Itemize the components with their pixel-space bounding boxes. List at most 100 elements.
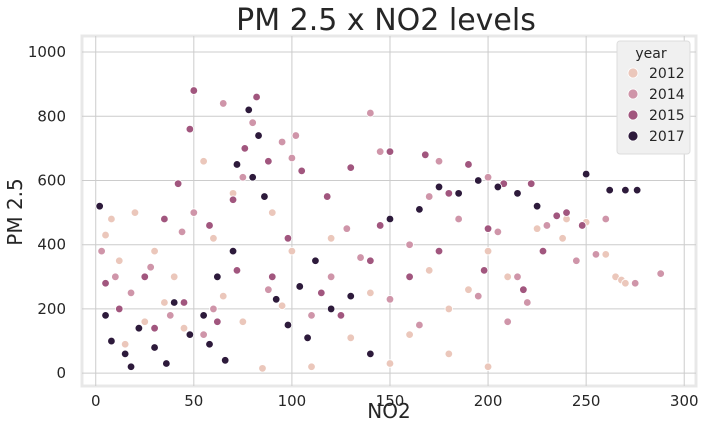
legend-marker (627, 109, 639, 121)
data-point (425, 266, 434, 275)
data-point (519, 285, 528, 294)
data-point (291, 131, 301, 140)
data-point (513, 189, 522, 198)
data-point (185, 330, 195, 339)
data-point (287, 246, 297, 256)
data-point (160, 298, 169, 307)
data-point (342, 224, 352, 233)
legend-marker (627, 67, 639, 79)
plot-area (80, 34, 698, 388)
data-point (179, 324, 189, 333)
data-point (366, 349, 375, 359)
data-point (185, 124, 195, 134)
data-point (115, 256, 124, 265)
data-point (219, 99, 228, 108)
legend-item-2017: 2017 (627, 129, 685, 145)
data-point (101, 311, 110, 320)
data-point (97, 246, 106, 256)
data-point (493, 182, 503, 192)
y-tick-label: 1000 (28, 43, 66, 61)
data-point (513, 272, 522, 282)
data-point (268, 272, 277, 282)
data-point (221, 356, 230, 365)
data-point (572, 256, 581, 265)
data-point (483, 173, 493, 182)
data-point (632, 185, 642, 195)
data-point (366, 256, 375, 265)
grid-lines (82, 36, 696, 386)
series-2014 (97, 99, 665, 339)
data-point (558, 234, 567, 243)
data-point (166, 311, 175, 320)
data-point (474, 176, 483, 185)
data-point (295, 282, 304, 291)
data-point (434, 246, 444, 256)
data-point (173, 179, 183, 188)
data-point (336, 311, 346, 320)
data-point (134, 324, 144, 333)
data-point (240, 144, 250, 153)
x-tick-label: 300 (670, 392, 699, 410)
data-point (169, 298, 179, 307)
legend: year 2012 2014 2015 2017 (616, 40, 691, 155)
x-tick-label: 200 (474, 392, 503, 410)
data-point (130, 208, 140, 217)
data-point (523, 298, 532, 307)
series-2017 (95, 105, 642, 371)
data-point (479, 266, 489, 275)
data-point (591, 250, 601, 259)
data-point (317, 288, 326, 298)
data-point (258, 364, 267, 373)
chart-title: PM 2.5 x NO2 levels (236, 3, 536, 38)
data-point (140, 272, 149, 282)
data-point (232, 266, 242, 275)
data-point (205, 221, 214, 230)
data-point (581, 169, 591, 179)
data-point (150, 246, 159, 256)
data-point (238, 173, 248, 182)
data-point (205, 340, 214, 349)
x-tick-label: 0 (91, 392, 101, 410)
data-point (307, 311, 316, 320)
data-point (150, 324, 159, 333)
data-point (272, 295, 281, 304)
data-point (464, 285, 473, 294)
data-point (385, 295, 395, 304)
data-point (101, 230, 110, 240)
y-tick-label: 600 (37, 171, 66, 189)
data-point (252, 92, 261, 102)
data-point (630, 279, 640, 288)
data-point (107, 214, 116, 224)
data-point (375, 147, 385, 156)
data-point (503, 272, 512, 282)
x-tick-label: 100 (278, 392, 307, 410)
legend-marker (627, 130, 639, 142)
data-point (140, 317, 149, 326)
data-point (179, 298, 189, 307)
legend-item-2012: 2012 (627, 66, 685, 82)
data-point (120, 340, 130, 349)
data-point (434, 157, 444, 166)
data-point (542, 221, 552, 230)
data-point (126, 288, 136, 298)
data-point (483, 362, 493, 371)
data-point (326, 304, 336, 314)
data-point (199, 330, 208, 339)
y-tick-label: 400 (37, 236, 66, 254)
data-point (532, 224, 542, 233)
x-tick-label: 250 (572, 392, 601, 410)
data-point (405, 240, 414, 249)
y-tick-label: 800 (37, 107, 66, 125)
data-point (405, 330, 414, 339)
data-point (254, 131, 263, 140)
data-point (366, 288, 375, 298)
data-point (115, 304, 124, 314)
data-point (425, 192, 434, 201)
data-point (493, 227, 503, 237)
data-point (107, 336, 116, 346)
series-2015 (101, 86, 587, 333)
data-point (444, 304, 454, 314)
data-point (444, 349, 454, 359)
data-point (126, 362, 136, 371)
data-point (283, 234, 293, 243)
